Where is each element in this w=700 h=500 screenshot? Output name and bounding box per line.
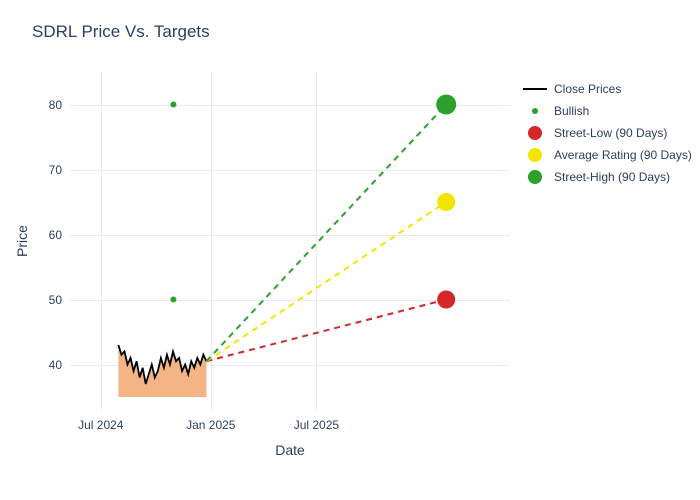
legend-swatch [520, 102, 550, 120]
legend-swatch [520, 168, 550, 186]
bullish-point [170, 297, 176, 303]
legend-swatch [520, 82, 550, 96]
plot-area: 4050607080Jul 2024Jan 2025Jul 2025 Price… [70, 72, 510, 410]
x-tick-label: Jul 2024 [78, 418, 123, 432]
target-marker-low [437, 291, 455, 309]
target-marker-avg [437, 193, 455, 211]
y-axis-label: Price [14, 225, 30, 257]
legend-item: Close Prices [520, 80, 692, 98]
y-tick-label: 80 [49, 98, 62, 112]
legend: Close Prices Bullish Street-Low (90 Days) A… [520, 80, 692, 190]
y-tick-label: 70 [49, 163, 62, 177]
legend-item: Bullish [520, 102, 692, 120]
legend-swatch [520, 124, 550, 142]
bullish-point [170, 102, 176, 108]
x-axis-label: Date [275, 442, 305, 458]
legend-label: Bullish [554, 104, 589, 118]
x-tick-label: Jul 2025 [294, 418, 339, 432]
close-prices-area [118, 345, 206, 397]
legend-label: Average Rating (90 Days) [554, 148, 692, 162]
legend-label: Street-High (90 Days) [554, 170, 670, 184]
y-tick-label: 50 [49, 293, 62, 307]
legend-label: Close Prices [554, 82, 621, 96]
projection-line-avg [206, 202, 446, 361]
projection-line-low [206, 300, 446, 362]
legend-swatch [520, 146, 550, 164]
chart-title: SDRL Price Vs. Targets [32, 22, 210, 42]
chart-container: SDRL Price Vs. Targets 4050607080Jul 202… [0, 0, 700, 500]
legend-label: Street-Low (90 Days) [554, 126, 667, 140]
y-tick-label: 40 [49, 358, 62, 372]
projection-line-high [206, 105, 446, 362]
y-tick-label: 60 [49, 228, 62, 242]
x-tick-label: Jan 2025 [186, 418, 235, 432]
legend-item: Street-High (90 Days) [520, 168, 692, 186]
plot-svg [70, 72, 510, 410]
target-marker-high [436, 95, 456, 115]
legend-item: Average Rating (90 Days) [520, 146, 692, 164]
legend-item: Street-Low (90 Days) [520, 124, 692, 142]
